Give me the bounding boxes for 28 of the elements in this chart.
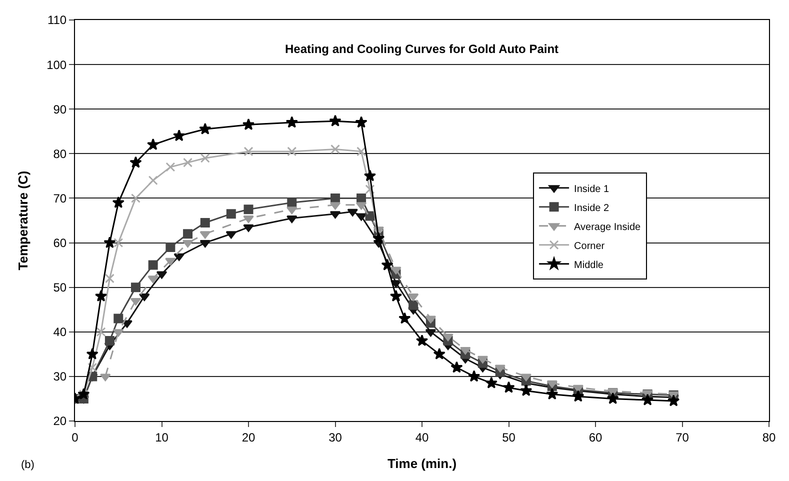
x-tick-label: 40	[415, 430, 429, 444]
y-tick-label: 20	[53, 414, 67, 428]
y-tick-label: 40	[53, 325, 67, 340]
y-tick-label: 30	[53, 370, 67, 384]
y-tick-label: 110	[47, 13, 67, 28]
y-tick-label: 80	[53, 146, 67, 161]
y-tick-label: 50	[53, 280, 67, 295]
y-tick-label: 100	[46, 58, 67, 72]
text: Heating and Cooling Curves for Gold Auto Paint	[285, 42, 559, 56]
x-tick-label: 70	[676, 430, 690, 444]
text: (b)	[21, 459, 34, 471]
x-axis-title: Time (min.)	[387, 456, 457, 471]
y-tick-label: 90	[53, 102, 67, 116]
legend-label: Inside 2	[574, 202, 610, 214]
x-tick-label: 30	[328, 430, 342, 444]
y-tick-label: 60	[53, 236, 67, 250]
legend-label: Inside 1	[574, 184, 610, 195]
y-axis-title: Temperature (C)	[16, 170, 31, 270]
legend-label: Corner	[574, 240, 606, 252]
legend-label: Average Inside	[574, 222, 642, 233]
x-tick-label: 50	[502, 430, 516, 444]
x-tick-label: 60	[588, 430, 602, 444]
legend-label: Middle	[574, 260, 604, 271]
y-tick-label: 70	[53, 191, 67, 206]
x-tick-label: 0	[72, 430, 79, 444]
x-tick-label: 10	[155, 430, 169, 444]
x-tick-label: 80	[762, 430, 776, 444]
x-tick-label: 20	[242, 430, 256, 444]
